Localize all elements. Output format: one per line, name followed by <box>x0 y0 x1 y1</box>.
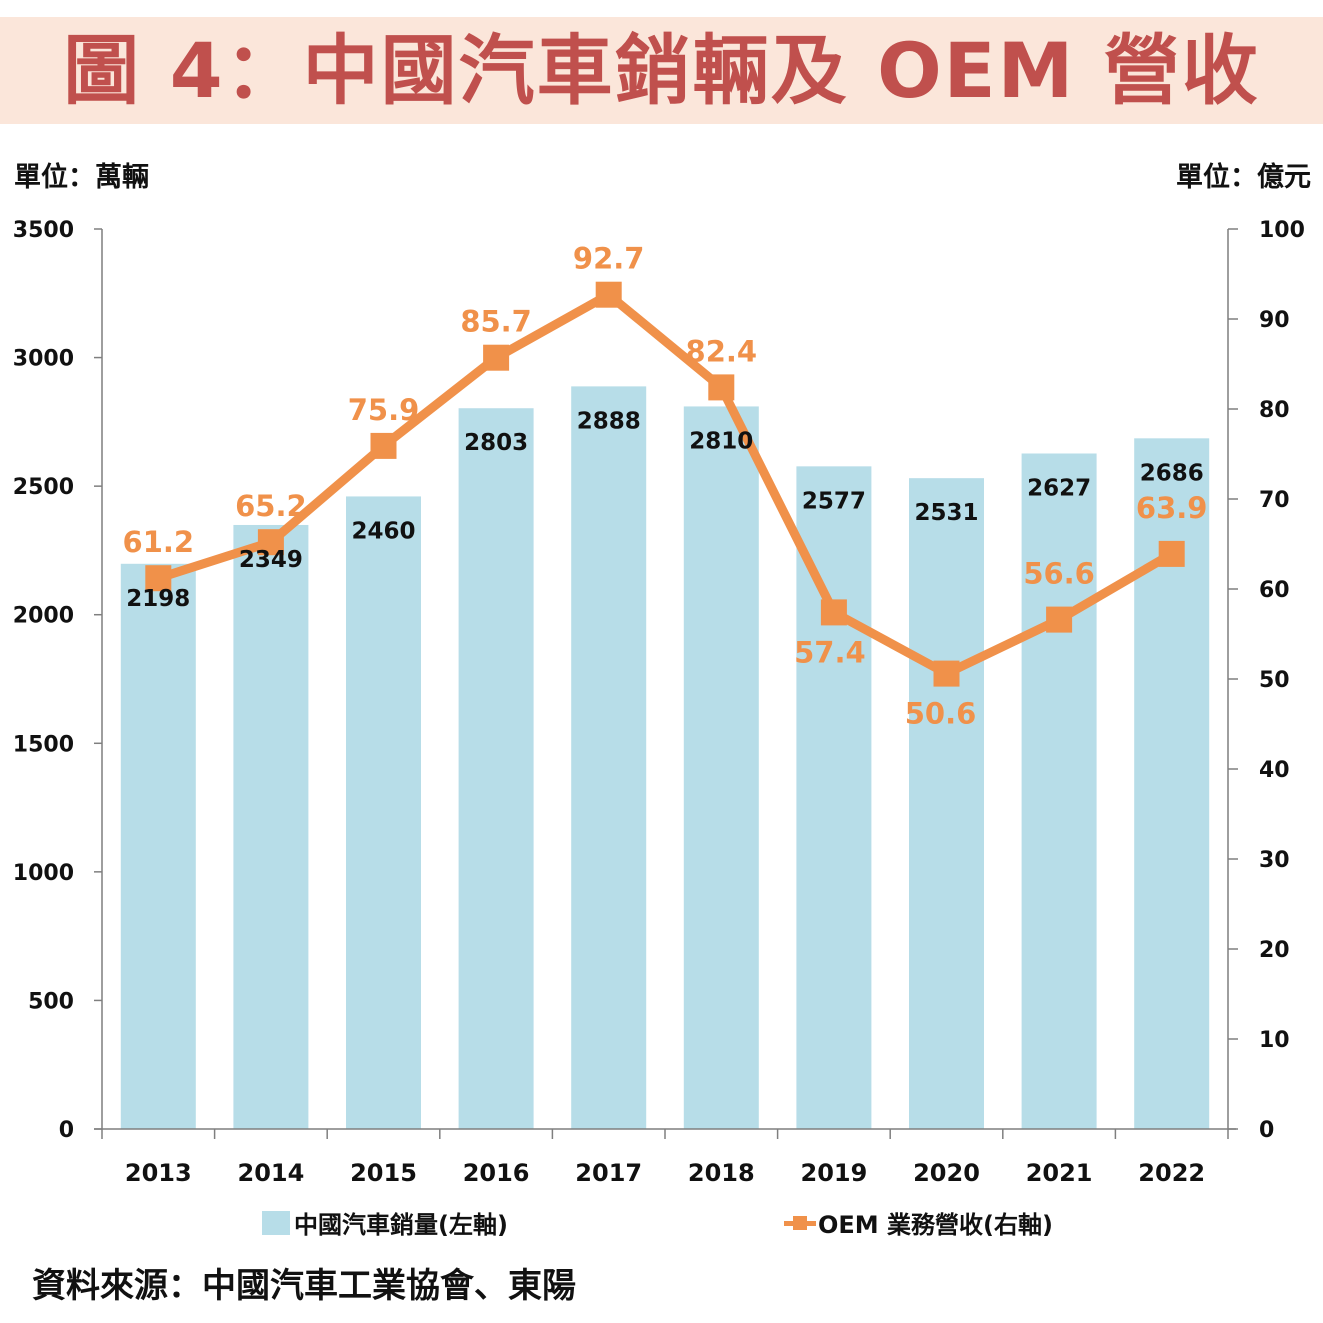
bar-value-label: 2577 <box>802 488 866 514</box>
x-tick-label: 2019 <box>801 1159 868 1187</box>
line-marker-2016 <box>483 344 510 371</box>
bar-value-label: 2803 <box>464 430 528 456</box>
left-tick-label: 3500 <box>13 218 74 243</box>
line-value-label: 56.6 <box>1023 557 1095 591</box>
line-value-label: 85.7 <box>460 305 532 339</box>
bar-value-label: 2888 <box>577 408 641 434</box>
legend-label-sales: 中國汽車銷量(左軸) <box>294 1211 508 1239</box>
x-tick-label: 2020 <box>913 1159 980 1187</box>
right-tick-label: 0 <box>1259 1118 1274 1143</box>
x-tick-label: 2014 <box>238 1159 305 1187</box>
bar-value-label: 2810 <box>689 428 753 454</box>
left-tick-label: 2000 <box>13 604 74 629</box>
right-tick-label: 70 <box>1259 488 1290 513</box>
line-marker-2022 <box>1158 540 1185 567</box>
bar-2017 <box>571 386 647 1129</box>
legend-bar-swatch <box>262 1210 290 1235</box>
bar-value-label: 2531 <box>914 500 978 526</box>
x-tick-label: 2015 <box>350 1159 417 1187</box>
left-tick-label: 2500 <box>13 475 74 500</box>
x-tick-label: 2021 <box>1026 1159 1093 1187</box>
right-tick-label: 60 <box>1259 578 1290 603</box>
left-tick-label: 3000 <box>13 347 74 372</box>
right-tick-label: 40 <box>1259 758 1290 783</box>
left-axis-unit: 單位：萬輛 <box>14 162 149 193</box>
x-tick-label: 2022 <box>1138 1159 1205 1187</box>
x-tick-label: 2016 <box>463 1159 530 1187</box>
legend-item-sales: 中國汽車銷量(左軸) <box>262 1205 508 1240</box>
bar-2015 <box>346 496 421 1129</box>
right-tick-label: 20 <box>1259 938 1290 963</box>
data-labels: 2198 2349 2460 2803 2888 2810 2577 2531 2627 2686… <box>123 242 1208 731</box>
line-marker-2013 <box>145 565 172 592</box>
left-tick-label: 1000 <box>13 861 74 886</box>
line-marker-2020 <box>933 660 960 687</box>
right-tick-label: 90 <box>1259 308 1290 333</box>
legend-item-oem: OEM 業務營收(右軸) <box>784 1205 1053 1240</box>
oem-revenue-line <box>156 290 1174 679</box>
line-value-label: 82.4 <box>686 334 758 368</box>
bar-2016 <box>458 408 534 1129</box>
right-tick-label: 50 <box>1259 668 1290 693</box>
right-tick-label: 80 <box>1259 398 1290 423</box>
x-tick-label: 2018 <box>688 1159 755 1187</box>
bar-2019 <box>796 466 872 1129</box>
bar-value-label: 2198 <box>126 586 190 612</box>
legend-line-swatch <box>784 1211 816 1235</box>
line-marker-2017 <box>595 281 622 308</box>
source-note: 資料來源：中國汽車工業協會、東陽 <box>32 1266 576 1306</box>
axes: 0 500 1000 1500 2000 2500 3000 3500 0 10 20 30 40 50 6… <box>13 218 1305 1187</box>
legend-label-oem: OEM 業務營收(右軸) <box>818 1211 1053 1239</box>
bar-2021 <box>1021 453 1097 1129</box>
bar-2014 <box>233 524 309 1129</box>
bar-value-label: 2460 <box>351 518 415 544</box>
right-tick-label: 10 <box>1259 1028 1290 1053</box>
right-tick-label: 30 <box>1259 848 1290 873</box>
bar-2018 <box>683 406 759 1129</box>
line-marker-2018 <box>708 374 735 401</box>
line-value-label: 61.2 <box>123 525 195 559</box>
bar-series <box>120 386 1210 1130</box>
bar-value-label: 2349 <box>239 547 303 573</box>
line-series <box>145 281 1185 687</box>
line-value-label: 92.7 <box>573 242 645 276</box>
line-value-label: 75.9 <box>348 393 420 427</box>
bar-2013 <box>120 563 196 1129</box>
chart-title: 圖 4：中國汽車銷輛及 OEM 營收 <box>63 26 1260 115</box>
x-tick-label: 2017 <box>575 1159 642 1187</box>
line-marker-2014 <box>257 529 284 556</box>
line-value-label: 63.9 <box>1136 491 1208 525</box>
right-axis-unit: 單位：億元 <box>1176 162 1311 193</box>
line-value-label: 50.6 <box>905 697 977 731</box>
line-marker-2019 <box>820 599 847 626</box>
left-tick-label: 0 <box>59 1118 74 1143</box>
line-marker-2015 <box>370 432 397 459</box>
line-value-label: 57.4 <box>794 635 866 669</box>
left-tick-label: 1500 <box>13 732 74 757</box>
title-banner <box>0 17 1323 124</box>
line-value-label: 65.2 <box>235 489 307 523</box>
line-marker-2021 <box>1046 606 1073 633</box>
bar-value-label: 2627 <box>1027 475 1091 501</box>
right-tick-label: 100 <box>1259 218 1305 243</box>
bar-2020 <box>909 478 984 1130</box>
left-tick-label: 500 <box>28 989 74 1014</box>
x-tick-label: 2013 <box>125 1159 192 1187</box>
bar-value-label: 2686 <box>1140 460 1204 486</box>
